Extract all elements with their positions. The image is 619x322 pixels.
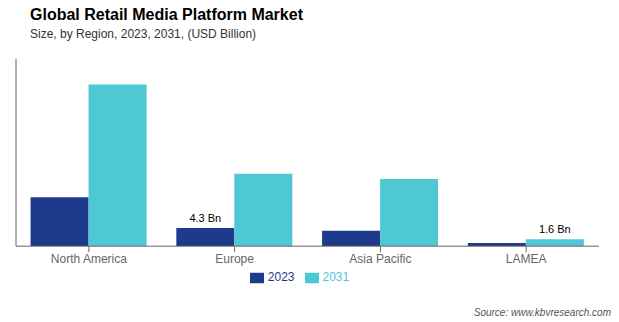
- html-text:Size, by Region, 2023, 2031, (: Size, by Region, 2023, 2031, (USD Billio…: [30, 27, 257, 41]
- html-text:2023: 2023: [267, 270, 295, 285]
- svg-text:Europe: Europe: [215, 252, 254, 266]
- html-text:2031: 2031: [322, 270, 350, 285]
- svg-text:LAMEA: LAMEA: [506, 252, 547, 266]
- svg-text:North America: North America: [51, 252, 127, 266]
- svg-text:4.3 Bn: 4.3 Bn: [189, 212, 221, 224]
- svg-text:Asia Pacific: Asia Pacific: [349, 252, 411, 266]
- svg-text:1.6 Bn: 1.6 Bn: [539, 223, 571, 235]
- html-text:Source: www.kbvresearch.com: Source: www.kbvresearch.com: [473, 307, 611, 318]
- html-text:Global Retail Media Platform M: Global Retail Media Platform Market: [30, 6, 303, 23]
